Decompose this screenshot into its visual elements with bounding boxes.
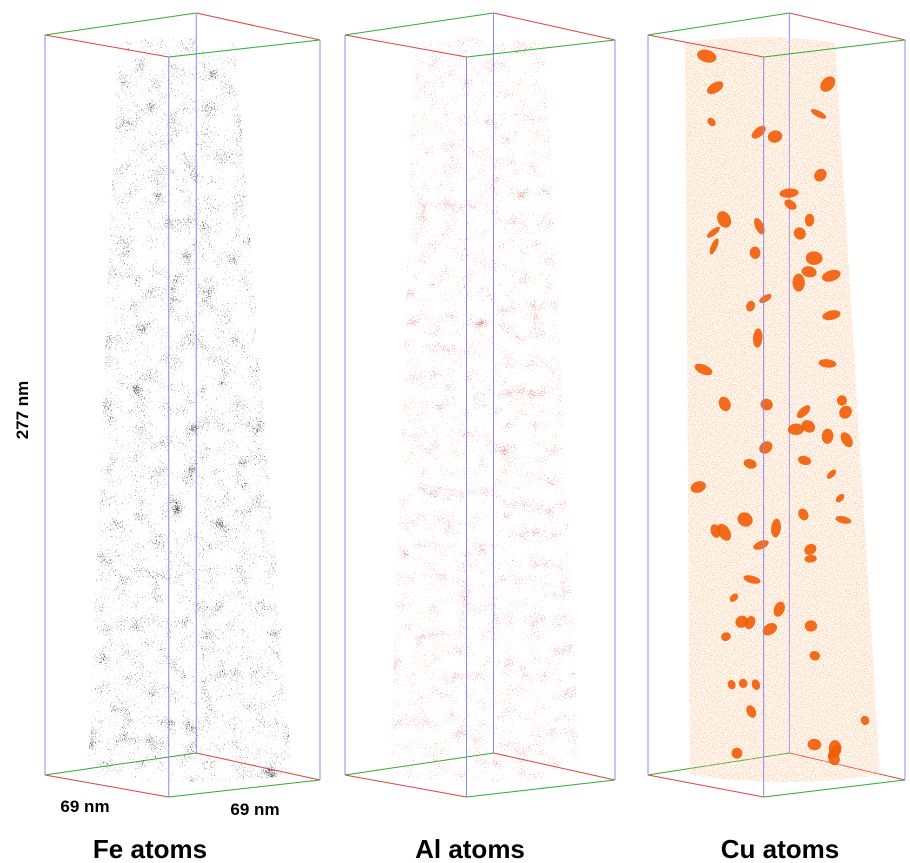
height-label: 277 nm	[13, 381, 32, 440]
atom-column	[45, 15, 320, 815]
panel-label: Cu atoms	[721, 834, 839, 863]
panels: Fe atoms Al atoms Cu atoms	[45, 13, 905, 863]
box-edge	[467, 780, 616, 797]
box-edge	[345, 13, 494, 35]
box-edge	[789, 13, 905, 40]
figure: Fe atoms Al atoms Cu atoms 277 nm 69 nm 69…	[0, 0, 910, 863]
panel-label: Fe atoms	[93, 834, 207, 863]
page: Fe atoms Al atoms Cu atoms 277 nm 69 nm 69…	[0, 0, 910, 863]
box-edge	[764, 780, 905, 797]
panel-label: Al atoms	[415, 834, 525, 863]
box-edge	[45, 13, 196, 35]
atom-map-panel: Cu atoms	[648, 13, 905, 863]
box-edge	[169, 780, 320, 797]
width-label: 69 nm	[230, 800, 279, 819]
atom-map-panel: Al atoms	[345, 13, 615, 863]
box-edge	[196, 13, 320, 40]
box-edge	[494, 13, 616, 40]
depth-label: 69 nm	[60, 797, 109, 816]
atom-column	[345, 15, 615, 815]
box-edge	[648, 13, 789, 35]
atom-map-panel: Fe atoms	[45, 13, 320, 863]
